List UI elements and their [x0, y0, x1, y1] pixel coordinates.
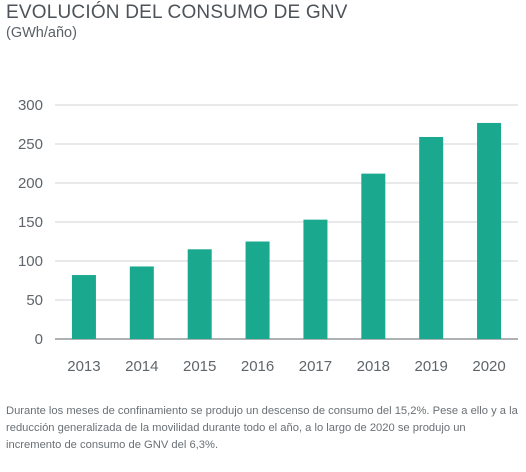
x-axis-tick-labels: 2013 2014 2015 2016 2017 2018 2019 2020 [67, 358, 506, 375]
bar-2014 [129, 266, 154, 339]
chart-subtitle: (GWh/año) [6, 25, 77, 41]
y-tick-label: 200 [18, 175, 43, 192]
bar-2015 [187, 249, 212, 339]
y-tick-label: 100 [18, 253, 43, 270]
y-tick-label: 300 [18, 97, 43, 114]
bar-2019 [419, 136, 444, 339]
y-tick-label: 150 [18, 214, 43, 231]
y-axis-tick-labels: 0 50 100 150 200 250 300 [18, 97, 43, 348]
bar-2013 [71, 275, 96, 339]
x-tick-label: 2015 [183, 358, 216, 375]
bar-2016 [245, 241, 270, 339]
footnote-text: Durante los meses de confinamiento se pr… [6, 405, 518, 451]
x-tick-label: 2017 [299, 358, 332, 375]
y-tick-label: 250 [18, 136, 43, 153]
bar-2020 [477, 122, 502, 339]
y-tick-label: 0 [35, 331, 43, 348]
bar-2018 [361, 173, 386, 339]
x-tick-label: 2013 [67, 358, 100, 375]
bar-2017 [303, 219, 328, 339]
y-tick-label: 50 [26, 292, 43, 309]
x-tick-label: 2016 [241, 358, 274, 375]
x-tick-label: 2019 [415, 358, 448, 375]
chart-title: EVOLUCIÓN DEL CONSUMO DE GNV [6, 2, 348, 23]
x-tick-label: 2014 [125, 358, 158, 375]
grid-lines [55, 104, 518, 340]
x-tick-label: 2020 [472, 358, 505, 375]
x-tick-label: 2018 [357, 358, 390, 375]
bars [71, 122, 502, 339]
